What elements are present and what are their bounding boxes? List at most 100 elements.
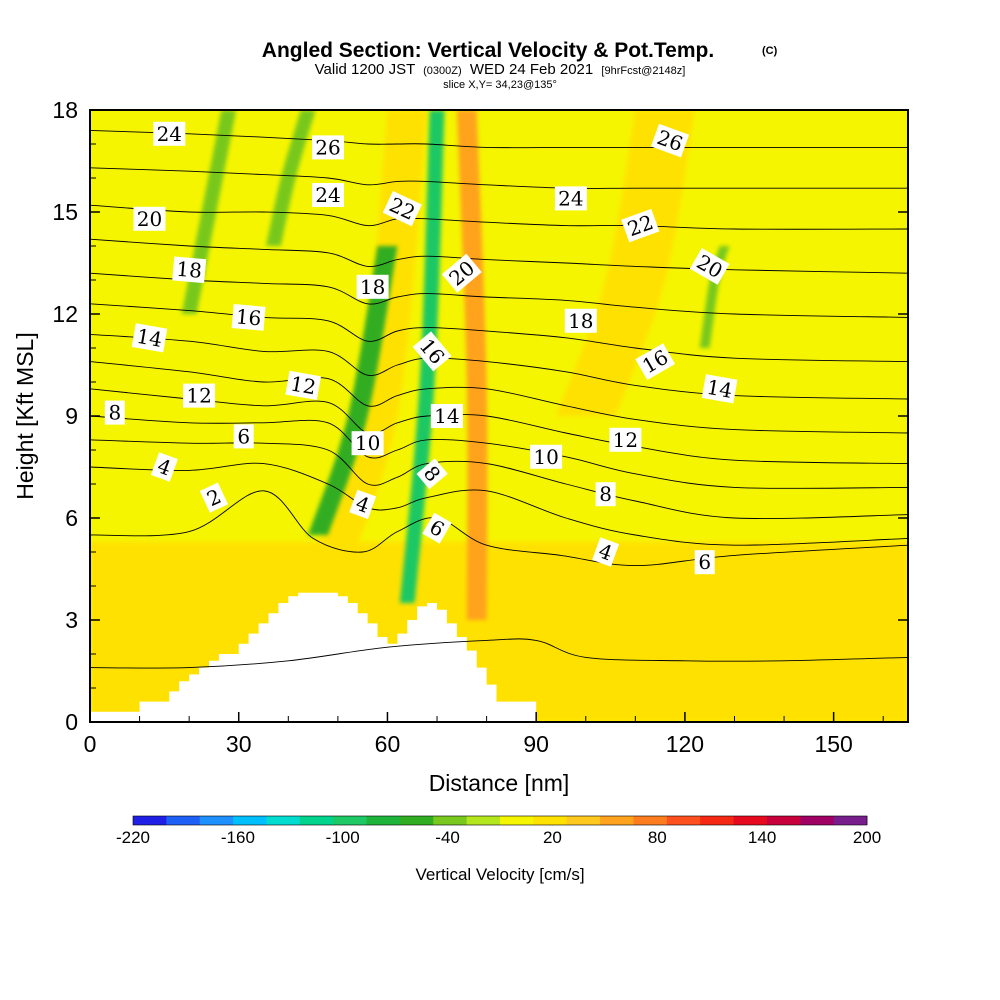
x-tick-label: 120 (666, 731, 704, 757)
colorbar-swatch (633, 816, 668, 825)
colorbar-swatches (132, 815, 868, 826)
contour-label-13: 16 (231, 304, 266, 331)
theta-contour-22 (90, 204, 908, 230)
contour-label-text: 6 (237, 424, 250, 448)
y-tick-label: 18 (52, 97, 78, 123)
valid-time-line: Valid 1200 JST (0300Z) WED 24 Feb 2021 [… (315, 61, 686, 78)
contour-label-box (312, 183, 344, 207)
shading-downdraft-9 (699, 246, 730, 348)
y-tick-label: 15 (52, 199, 78, 225)
contour-label-12: 18 (564, 308, 597, 333)
colorbar-swatch (566, 816, 601, 825)
contour-label-23: 10 (351, 431, 384, 456)
contour-label-text: 24 (315, 183, 340, 207)
contour-label-box (104, 400, 125, 425)
contour-label-text: 24 (558, 186, 583, 210)
contour-label-text: 8 (599, 482, 612, 506)
contour-label-box (416, 458, 448, 490)
x-tick-label: 150 (814, 731, 852, 757)
colorbar-swatch (399, 816, 434, 825)
contour-label-box (595, 482, 616, 507)
colorbar-swatch (800, 816, 835, 825)
contour-label-3: 24 (312, 183, 344, 207)
contour-label-33: 6 (694, 550, 715, 575)
contour-label-text: 14 (434, 404, 459, 428)
contour-label-text: 18 (175, 257, 202, 283)
contour-label-text: 10 (355, 431, 380, 455)
chart-title: Angled Section: Vertical Velocity & Pot.… (262, 39, 714, 62)
contour-label-box (650, 123, 690, 158)
contour-label-box (351, 431, 384, 456)
contour-label-box (349, 489, 377, 520)
contour-label-24: 12 (609, 427, 642, 452)
colorbar: -220 -160 -100 -40 20 80 140 200 Vertical Veloc… (116, 815, 881, 884)
y-tick-label: 6 (65, 505, 78, 531)
contour-label-box (312, 135, 344, 160)
shading-updraft-3 (456, 110, 488, 620)
contour-label-text: 16 (235, 304, 262, 330)
contour-label-29: 2 (199, 482, 229, 513)
valid-zulu: (0300Z) (423, 65, 462, 77)
contour-label-box (592, 537, 620, 567)
colorbar-tick-label: 140 (748, 828, 776, 847)
colorbar-swatch (833, 816, 868, 825)
contour-label-text: 24 (157, 122, 182, 146)
colorbar-swatch (299, 816, 334, 825)
chart-title-units: (C) (762, 45, 778, 57)
contour-label-20: 14 (430, 404, 463, 428)
contour-label-box (554, 186, 587, 211)
colorbar-tick-label: -220 (116, 828, 150, 847)
contour-label-box (356, 274, 389, 299)
contour-label-box (233, 424, 254, 449)
contour-label-box (382, 190, 422, 227)
contour-label-box (133, 206, 166, 231)
y-tick-label: 9 (65, 403, 78, 429)
colorbar-swatch (600, 816, 634, 825)
contour-label-text: 26 (315, 135, 340, 159)
contour-label-text: 18 (360, 275, 385, 299)
contour-label-box (609, 427, 642, 452)
theta-contour-0 (90, 638, 908, 669)
colorbar-swatch (133, 816, 167, 825)
colorbar-tick-label: 200 (853, 828, 881, 847)
x-tick-label: 30 (226, 731, 252, 757)
theta-contour-18 (90, 272, 908, 318)
contour-label-box (621, 208, 660, 243)
colorbar-swatch (433, 816, 468, 825)
x-tick-label: 60 (375, 731, 401, 757)
contour-label-text: 18 (568, 309, 593, 333)
contour-label-text: 8 (108, 401, 121, 425)
valid-date: WED 24 Feb 2021 (470, 61, 593, 78)
theta-contour-14 (90, 333, 908, 400)
contour-label-text: 14 (135, 324, 164, 352)
theta-contour-12 (90, 361, 908, 434)
colorbar-swatch (166, 816, 201, 825)
x-tick-label: 0 (84, 731, 97, 757)
slice-descriptor: slice X,Y= 34,23@135° (443, 79, 557, 91)
contour-label-box (199, 482, 229, 513)
colorbar-swatch (733, 816, 768, 825)
y-tick-label: 3 (65, 607, 78, 633)
contour-label-text: 12 (186, 384, 211, 408)
colorbar-swatch (700, 816, 734, 825)
contour-label-32: 4 (592, 537, 620, 567)
contour-label-14: 14 (131, 323, 168, 353)
contour-label-1: 26 (312, 135, 344, 160)
y-tick-label: 12 (52, 301, 78, 327)
contour-label-25: 10 (530, 444, 563, 469)
contour-label-box (701, 374, 738, 404)
colorbar-tick-label: -100 (326, 828, 360, 847)
contour-label-box (150, 452, 178, 482)
contour-label-26: 4 (150, 452, 178, 482)
colorbar-swatch (366, 816, 401, 825)
contour-label-30: 4 (349, 489, 377, 520)
contour-label-box (183, 383, 216, 408)
colorbar-swatch (666, 816, 701, 825)
contour-label-box (635, 343, 676, 380)
contour-label-box (689, 248, 730, 285)
contour-label-11: 18 (356, 274, 389, 299)
contour-label-text: 10 (533, 445, 558, 469)
